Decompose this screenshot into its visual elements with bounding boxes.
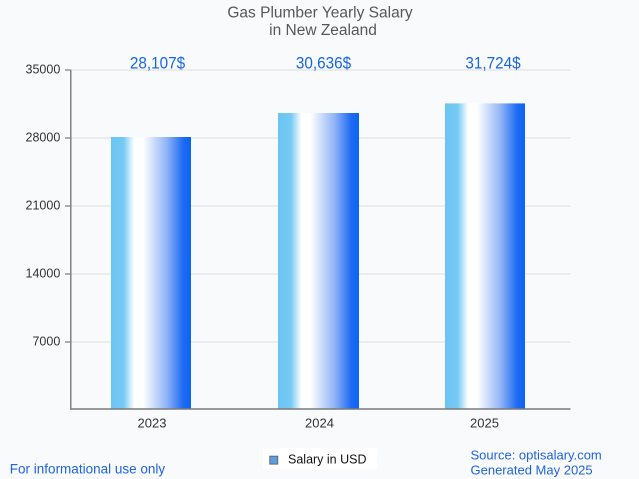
svg-text:Source: optisalary.com: Source: optisalary.com xyxy=(471,447,602,462)
svg-text:28,107$: 28,107$ xyxy=(130,54,185,73)
svg-text:2023: 2023 xyxy=(138,416,167,431)
svg-text:For informational use only: For informational use only xyxy=(10,462,166,477)
svg-text:Generated May 2025: Generated May 2025 xyxy=(471,462,593,477)
svg-text:14000: 14000 xyxy=(26,266,61,280)
svg-text:35000: 35000 xyxy=(26,62,61,76)
svg-text:in New Zealand: in New Zealand xyxy=(269,22,377,39)
svg-text:Salary in USD: Salary in USD xyxy=(288,452,367,466)
svg-text:Gas Plumber Yearly Salary: Gas Plumber Yearly Salary xyxy=(227,5,412,22)
svg-text:28000: 28000 xyxy=(26,130,61,144)
svg-text:7000: 7000 xyxy=(32,334,60,348)
svg-text:2024: 2024 xyxy=(305,416,334,431)
svg-text:30,636$: 30,636$ xyxy=(296,54,351,73)
svg-text:31,724$: 31,724$ xyxy=(465,54,520,73)
svg-text:2025: 2025 xyxy=(470,416,499,431)
svg-text:21000: 21000 xyxy=(26,198,61,212)
